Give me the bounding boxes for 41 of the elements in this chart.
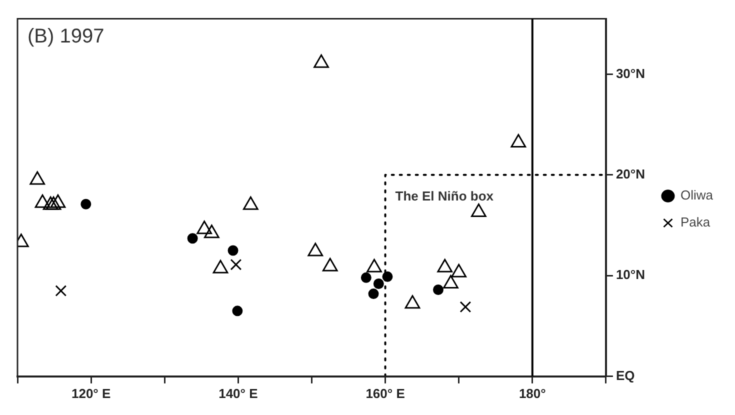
point [322,258,338,272]
point [308,242,324,256]
point [30,171,46,185]
point [510,134,526,148]
point [230,258,242,270]
point [443,274,458,288]
point [42,196,58,210]
point [373,278,384,289]
point [360,272,372,283]
point [451,264,467,278]
point [50,194,66,208]
point [228,245,238,256]
legend-label: Paka [680,214,711,230]
point [314,54,329,68]
point [242,196,258,210]
point [471,203,486,217]
x-tick-label: 120° E [71,386,111,401]
point [46,196,62,210]
y-tick-label: 30°N [616,66,645,81]
point [437,258,453,272]
point [368,288,379,300]
point [55,285,67,296]
x-tick-label: 140° E [218,386,258,401]
point [460,301,472,313]
point [404,295,420,309]
point [204,224,220,238]
chart-title: (B) 1997 [28,25,104,48]
x-tick-label: 160° E [366,386,406,401]
y-tick-label: 10°N [616,267,645,282]
point [232,306,243,316]
point [382,271,393,282]
point [196,220,212,234]
point [432,284,444,296]
point [366,258,382,272]
annotation: The El Niño box [395,188,494,204]
x-tick-label: 180° [518,386,546,401]
legend-label: Oliwa [680,188,714,203]
point [34,194,50,208]
point [212,260,228,274]
y-tick-label: EQ [616,368,635,383]
y-tick-label: 20°N [616,166,645,182]
